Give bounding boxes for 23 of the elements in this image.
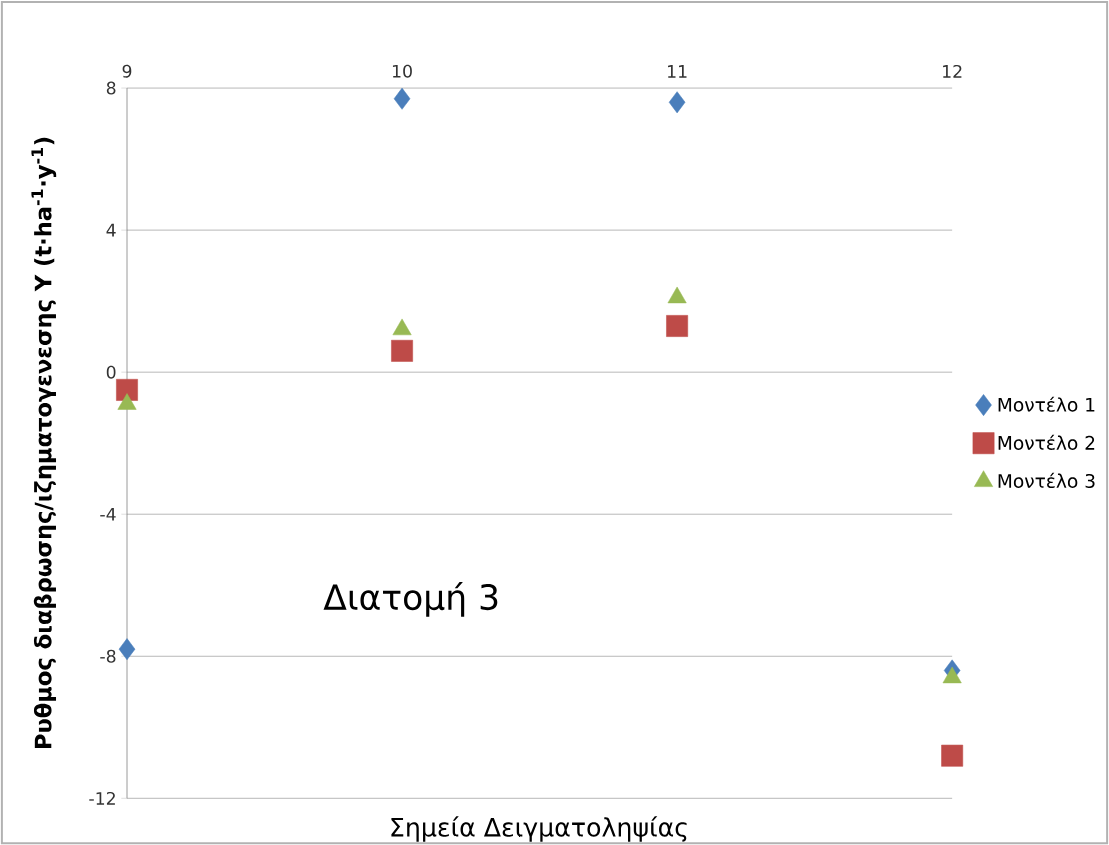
y-tick-label: 8: [106, 81, 116, 95]
y-tick-label: 4: [106, 223, 116, 237]
point: [118, 638, 136, 660]
legend-label: Μοντέλο 2: [998, 434, 1095, 450]
y-tick-label: -12: [89, 791, 115, 805]
legend-label: Μοντέλο 3: [998, 472, 1095, 488]
legend-label: Μοντέλο 1: [998, 396, 1095, 412]
x-tick-label: 9: [122, 64, 132, 78]
y-axis-title: Ρυθμος διαβρωσης/ιζηματογενεσης Υ (t·ha$^{-1}$·y$^{-1}$): [31, 137, 57, 748]
x-axis-title: Σημεία Δειγματοληψίας: [391, 816, 687, 842]
x-tick-label: 12: [943, 64, 962, 78]
y-tick-label: -8: [100, 649, 116, 663]
point: [116, 378, 138, 401]
y-tick-label: 0: [106, 365, 116, 379]
point: [668, 91, 686, 114]
point: [666, 315, 688, 337]
x-tick-label: 10: [392, 64, 412, 78]
x-tick-label: 11: [668, 65, 687, 78]
annotation: Διατομή 3: [323, 581, 498, 617]
point: [391, 339, 413, 362]
y-tick-label: -4: [100, 507, 116, 521]
point: [393, 87, 411, 110]
point: [941, 744, 964, 767]
